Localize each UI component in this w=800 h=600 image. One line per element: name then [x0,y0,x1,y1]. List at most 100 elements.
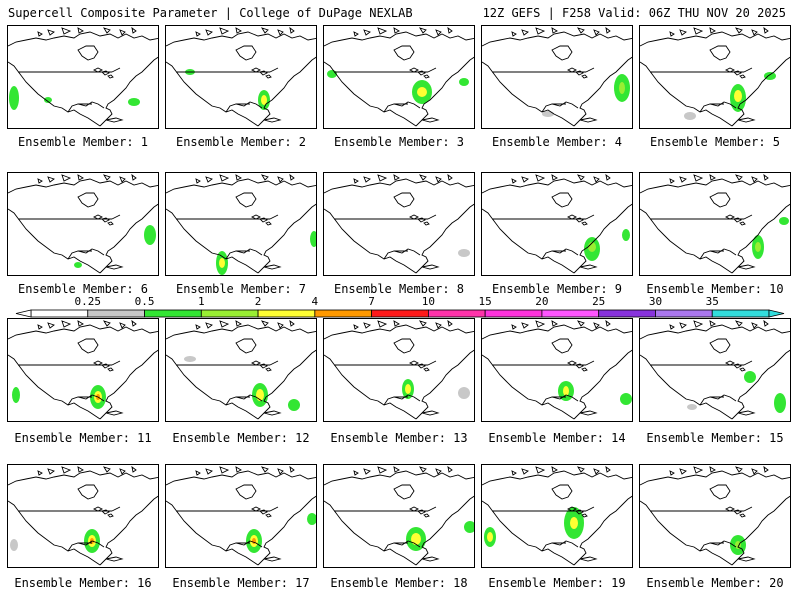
country-border [650,360,753,398]
colorbar-segment [655,309,713,318]
colorbar-max-arrow [768,309,785,318]
ensemble-member-label: Ensemble Member: 3 [333,135,465,149]
ensemble-member-label: Ensemble Member: 10 [646,282,784,296]
scp-contour [417,87,427,97]
arctic-islands [353,173,453,184]
coastline [166,470,316,566]
ensemble-member-map [639,25,791,129]
scp-contour [128,98,140,106]
ensemble-member-label: Ensemble Member: 5 [649,135,781,149]
member-map-graphic [482,26,632,127]
ensemble-member-label: Ensemble Member: 11 [14,431,152,445]
ensemble-member-map [165,172,317,276]
great-lakes [566,67,588,79]
coastline [8,324,158,420]
cuba [263,117,282,123]
ensemble-member-map [639,464,791,568]
ensemble-member-map [7,464,159,568]
ensemble-member-label: Ensemble Member: 20 [646,576,784,590]
ensemble-member-label: Ensemble Member: 16 [14,576,152,590]
ensemble-member-label: Ensemble Member: 9 [491,282,623,296]
hudson-bay [235,45,257,61]
colorbar-tick-label: 30 [648,295,663,308]
coastline [166,178,316,274]
scp-contour [44,97,52,103]
country-border [334,214,437,252]
ensemble-member-label: Ensemble Member: 6 [17,282,149,296]
member-map-graphic [324,319,474,420]
cuba [737,264,756,270]
scp-contour [619,82,625,94]
scp-contour [10,539,18,551]
member-map-graphic [482,465,632,566]
arctic-islands [37,173,137,184]
scp-contour [144,225,156,245]
arctic-islands [511,465,611,476]
cuba [263,556,282,562]
hudson-bay [551,338,573,354]
coastline [8,31,158,127]
country-border [334,360,437,398]
colorbar-tick-label: 7 [368,295,375,308]
ensemble-member-map [7,172,159,276]
ensemble-member-label: Ensemble Member: 18 [330,576,468,590]
hudson-bay [235,338,257,354]
cuba [737,117,756,123]
great-lakes [250,360,272,372]
cuba [421,410,440,416]
ensemble-member-label: Ensemble Member: 4 [491,135,623,149]
map-title: Supercell Composite Parameter | College … [8,6,413,20]
scp-contour [755,242,761,252]
great-lakes [92,214,114,226]
ensemble-member-map [323,464,475,568]
coastline [166,31,316,127]
cuba [421,264,440,270]
ensemble-member-label: Ensemble Member: 15 [646,431,784,445]
scp-contour [261,95,267,105]
scp-contour [12,387,20,403]
scp-contour [687,404,697,410]
ensemble-member-map [323,172,475,276]
ensemble-member-map [481,318,633,422]
hudson-bay [77,45,99,61]
colorbar-segment [257,309,316,318]
scp-contour [622,229,630,241]
arctic-islands [511,173,611,184]
member-map-graphic [324,465,474,566]
cuba [421,556,440,562]
country-border [334,506,437,544]
hudson-bay [77,338,99,354]
colorbar-segment [30,309,89,318]
hudson-bay [77,484,99,500]
ensemble-member-label: Ensemble Member: 14 [488,431,626,445]
ensemble-member-map [7,25,159,129]
scp-contour [684,112,696,120]
member-map-graphic [166,173,316,275]
arctic-islands [669,319,769,330]
ensemble-member-map [165,464,317,568]
coastline [640,324,790,420]
hudson-bay [551,192,573,208]
great-lakes [92,360,114,372]
scp-contour [74,262,82,268]
great-lakes [408,360,430,372]
ensemble-member-map [165,318,317,422]
scp-contour [764,72,776,80]
scp-contour [310,231,316,247]
ensemble-member-label: Ensemble Member: 8 [333,282,465,296]
coastline [640,470,790,566]
coastline [324,178,474,274]
scp-contour [458,387,470,399]
coastline [324,324,474,420]
colorbar-tick-label: 15 [478,295,492,308]
coastline [8,470,158,566]
colorbar-segment [200,309,259,318]
member-map-graphic [482,173,632,274]
arctic-islands [353,319,453,330]
member-map-graphic [8,319,158,420]
country-border [176,67,279,105]
cuba [105,556,124,562]
arctic-islands [511,319,611,330]
great-lakes [250,506,272,518]
coastline [324,31,474,127]
